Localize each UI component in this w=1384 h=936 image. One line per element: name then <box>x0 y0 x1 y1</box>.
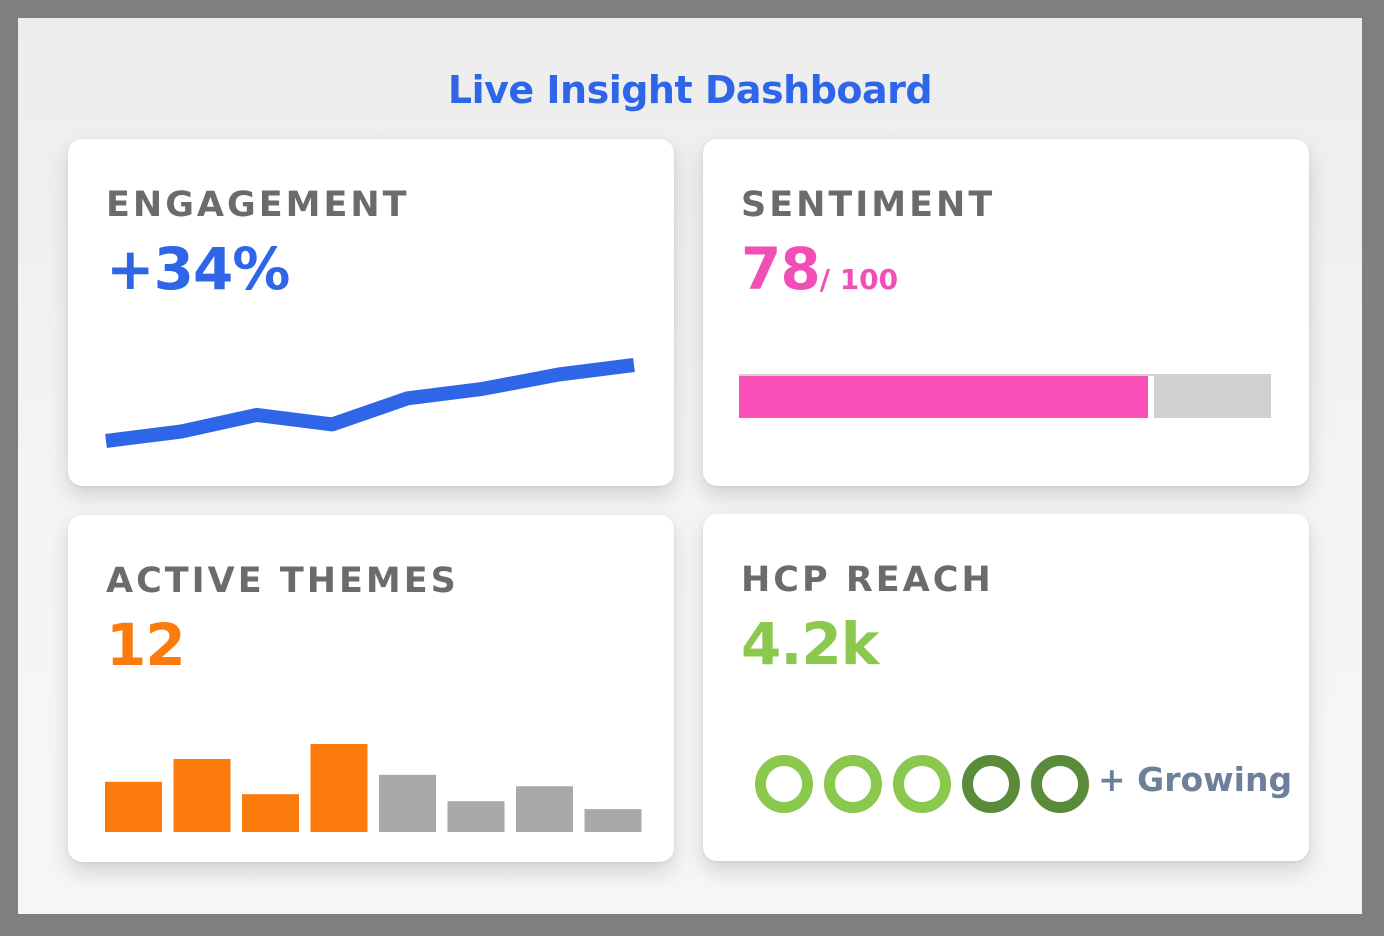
theme-bar <box>584 809 642 832</box>
reach-ring-icon <box>755 755 813 813</box>
dashboard-title: Live Insight Dashboard <box>447 68 933 112</box>
theme-bar <box>242 794 299 832</box>
active-themes-bar-chart <box>105 744 642 832</box>
active-themes-label: ACTIVE THEMES <box>106 561 459 601</box>
theme-bar <box>173 758 231 832</box>
reach-ring-icon <box>824 755 882 813</box>
active-themes-value: 12 <box>106 611 186 679</box>
sentiment-value: 78/ 100 <box>741 235 898 303</box>
hcp-reach-growing-note: + Growing <box>1098 760 1293 799</box>
hcp-reach-card[interactable]: HCP REACH 4.2k + Growing <box>703 514 1309 861</box>
reach-ring-icon <box>1031 755 1089 813</box>
hcp-reach-rings <box>755 754 1100 814</box>
active-themes-card[interactable]: ACTIVE THEMES 12 <box>68 515 674 862</box>
hcp-reach-value: 4.2k <box>741 610 879 678</box>
sentiment-progress-fill <box>739 376 1154 418</box>
engagement-trend-line <box>105 358 635 448</box>
theme-bar <box>447 801 505 832</box>
reach-ring-icon <box>893 755 951 813</box>
engagement-label: ENGAGEMENT <box>106 185 410 225</box>
hcp-reach-label: HCP REACH <box>741 560 994 600</box>
theme-bar <box>379 774 436 832</box>
sentiment-label: SENTIMENT <box>741 185 996 225</box>
theme-bar <box>310 744 368 832</box>
engagement-value: +34% <box>106 235 290 303</box>
theme-bar <box>516 786 573 832</box>
engagement-card[interactable]: ENGAGEMENT +34% <box>68 139 674 486</box>
sentiment-card[interactable]: SENTIMENT 78/ 100 <box>703 139 1309 486</box>
sentiment-suffix: / 100 <box>819 263 899 296</box>
sentiment-score: 78 <box>741 235 821 303</box>
theme-bar <box>105 781 162 832</box>
sentiment-progress-track <box>739 374 1271 418</box>
reach-ring-icon <box>962 755 1020 813</box>
dashboard-frame: Live Insight Dashboard ENGAGEMENT +34% S… <box>18 18 1362 914</box>
engagement-trend-line <box>105 358 635 448</box>
